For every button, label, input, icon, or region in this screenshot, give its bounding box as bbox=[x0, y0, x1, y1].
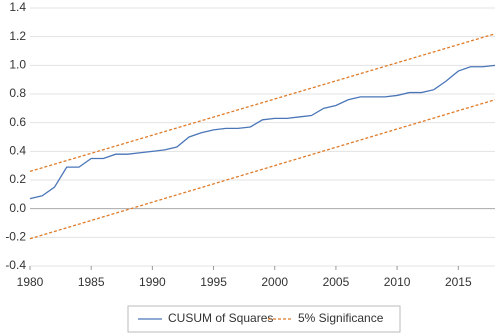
legend-label: CUSUM of Squares bbox=[168, 311, 273, 325]
x-tick-label: 2000 bbox=[261, 275, 288, 289]
y-tick-label: 0.8 bbox=[9, 86, 26, 100]
y-tick-label: 1.2 bbox=[9, 29, 26, 43]
x-tick-label: 1990 bbox=[139, 275, 166, 289]
data-line bbox=[29, 64, 496, 200]
y-tick-label: 0.4 bbox=[9, 144, 26, 158]
y-tick-label: -0.2 bbox=[5, 230, 26, 244]
x-tick-label: 1985 bbox=[78, 275, 105, 289]
significance-line bbox=[29, 99, 496, 240]
x-tick-label: 1980 bbox=[17, 275, 44, 289]
x-tick-label: 1995 bbox=[200, 275, 227, 289]
legend-label: 5% Significance bbox=[298, 311, 384, 325]
significance-line bbox=[29, 33, 496, 173]
y-tick-label: 0.6 bbox=[9, 115, 26, 129]
y-tick-label: 1.4 bbox=[9, 0, 26, 14]
y-tick-label: 1.0 bbox=[9, 58, 26, 72]
y-tick-label: -0.4 bbox=[5, 258, 26, 272]
x-tick-label: 2005 bbox=[323, 275, 350, 289]
y-tick-label: 0.2 bbox=[9, 172, 26, 186]
y-tick-label: 0.0 bbox=[9, 201, 26, 215]
x-tick-label: 2010 bbox=[384, 275, 411, 289]
x-tick-label: 2015 bbox=[445, 275, 472, 289]
legend-box bbox=[127, 305, 401, 333]
